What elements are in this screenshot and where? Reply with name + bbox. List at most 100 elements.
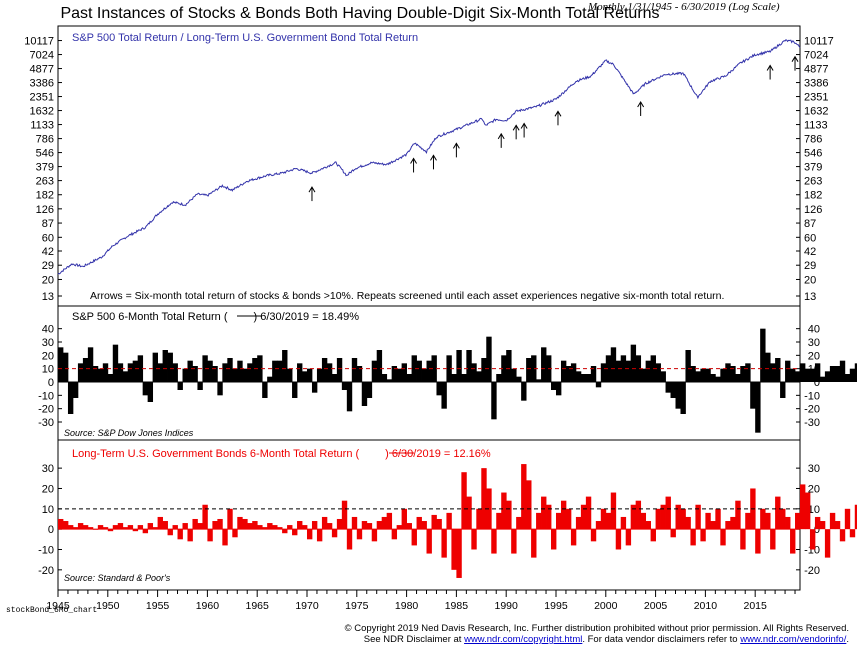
bonds-bar — [406, 523, 412, 530]
bonds-bar — [102, 527, 109, 530]
bonds-bar — [82, 525, 89, 530]
stocks-bar — [745, 363, 751, 382]
stocks-bar — [580, 374, 587, 382]
ratio-tick-label-left: 20 — [42, 274, 54, 286]
bonds-bar — [411, 529, 417, 546]
bonds-bar — [436, 518, 442, 530]
signal-arrow-head — [637, 101, 645, 108]
copyright-line: © Copyright 2019 Ned Davis Research, Inc… — [344, 623, 849, 634]
signal-arrow-head — [430, 154, 437, 161]
bonds-bar — [122, 527, 129, 530]
bonds-bar — [311, 521, 318, 530]
ratio-tick-label-left: 29 — [42, 260, 54, 272]
stocks-tick-label-left: -10 — [38, 390, 54, 402]
bonds-bar — [760, 508, 766, 530]
bonds-bar — [426, 529, 432, 554]
stocks-bar — [660, 371, 666, 382]
bonds-tick-label-right: 20 — [808, 483, 820, 495]
ratio-tick-label-right: 4877 — [804, 64, 828, 76]
bonds-bar — [839, 529, 846, 542]
stocks-bar — [92, 366, 99, 382]
bonds-bar — [635, 500, 642, 530]
x-tick-label: 1990 — [495, 600, 519, 612]
stocks-bar — [232, 368, 238, 382]
bonds-bar — [222, 529, 228, 546]
bonds-bar — [341, 500, 348, 530]
bonds-bar — [292, 529, 298, 536]
bonds-bar — [62, 521, 69, 530]
bonds-bar — [745, 512, 751, 530]
bonds-bar — [575, 516, 582, 530]
ratio-tick-label-left: 13 — [42, 291, 54, 303]
disclaimer-pre: See NDR Disclaimer at — [363, 634, 465, 645]
ratio-series-line — [57, 39, 801, 275]
vendor-link[interactable]: www.ndr.com/vendorinfo/ — [740, 634, 847, 645]
bonds-bar — [107, 529, 114, 532]
x-axis: 1945 1950 1955 1960 1965 1970 1975 1980 1985 1990… — [46, 590, 796, 612]
bonds-bar — [740, 529, 746, 550]
bonds-bar — [565, 508, 572, 530]
stocks-bar — [72, 382, 79, 398]
x-tick-label: 2015 — [744, 600, 768, 612]
stocks-bar — [516, 376, 522, 382]
x-tick-label: 1970 — [295, 600, 319, 612]
ratio-tick-label-right: 13 — [804, 291, 816, 303]
stocks-tick-label-right: -10 — [804, 390, 820, 402]
ratio-tick-label-right: 3386 — [804, 78, 828, 90]
chart-id-label: stockBond_6MO_chart — [6, 606, 98, 615]
bonds-title-suffix: ) 6/30/2019 = 12.16% — [385, 448, 491, 460]
stocks-bar — [800, 363, 806, 382]
signal-arrow-head — [520, 122, 528, 129]
x-tick-label: 2000 — [594, 600, 618, 612]
stocks-bar — [775, 358, 781, 382]
stocks-bar — [610, 347, 617, 382]
bonds-bar — [137, 525, 144, 530]
copyright-link[interactable]: www.ndr.com/copyright.html — [464, 634, 583, 645]
stocks-bar — [804, 368, 811, 382]
bonds-bar — [595, 521, 602, 530]
stocks-bar — [162, 350, 168, 382]
stocks-bar — [750, 382, 756, 409]
bonds-bar — [147, 523, 154, 530]
stocks-bar — [391, 366, 398, 382]
stocks-bar — [625, 360, 632, 382]
stocks-bar — [77, 363, 84, 382]
stocks-bar — [306, 368, 313, 382]
stocks-bar — [829, 366, 836, 382]
stocks-bar — [635, 355, 642, 382]
stocks-bar — [521, 382, 527, 401]
ratio-panel-title: S&P 500 Total Return / Long-Term U.S. Go… — [72, 32, 418, 44]
bonds-bar — [257, 525, 263, 530]
bonds-bar — [770, 529, 776, 550]
stocks-bar — [242, 368, 248, 382]
ratio-tick-label-left: 1133 — [30, 120, 54, 132]
ratio-tick-label-right: 546 — [804, 148, 822, 160]
signal-arrow-head — [308, 186, 316, 193]
stocks-bar — [58, 347, 64, 382]
ratio-panel-frame — [57, 25, 801, 307]
stocks-tick-label-right: 40 — [808, 324, 820, 336]
bonds-panel-title: Long-Term U.S. Government Bonds 6-Month … — [72, 448, 491, 460]
bonds-bar — [207, 529, 213, 542]
bonds-bar — [182, 523, 188, 530]
bonds-bar — [675, 504, 681, 530]
stocks-bar — [182, 368, 188, 382]
x-tick-label: 2010 — [694, 600, 718, 612]
stocks-bar — [809, 368, 816, 382]
stocks-bar — [536, 379, 542, 382]
stocks-bar — [720, 368, 726, 382]
stocks-bar — [336, 358, 343, 382]
stocks-bar — [575, 371, 582, 382]
stocks-bar — [854, 363, 857, 382]
bonds-bar — [162, 521, 168, 530]
stocks-bar — [366, 382, 373, 398]
bonds-bar — [476, 508, 482, 530]
bonds-panel-frame — [57, 439, 801, 591]
bonds-bar — [541, 496, 547, 530]
stocks-bar — [426, 360, 432, 382]
bonds-bar — [536, 512, 542, 530]
stocks-tick-label-left: 20 — [42, 350, 54, 362]
stocks-bar — [695, 371, 701, 382]
stocks-tick-label-left: 0 — [48, 377, 54, 389]
stocks-tick-label-right: 20 — [808, 350, 820, 362]
